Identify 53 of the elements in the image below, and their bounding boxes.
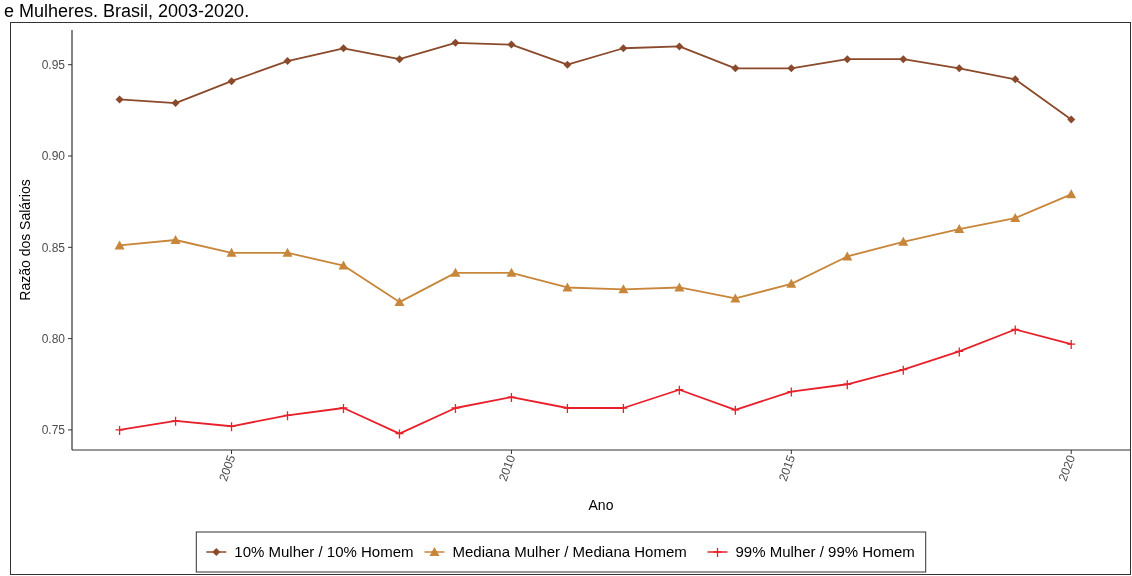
point [451, 38, 460, 47]
x-tick-label: 2005 [216, 452, 239, 484]
point [171, 99, 180, 108]
point [563, 60, 572, 69]
point [787, 64, 796, 73]
legend-label: 99% Mulher / 99% Homem [735, 543, 915, 561]
point [1066, 189, 1077, 199]
point [282, 247, 293, 257]
point [1010, 213, 1021, 223]
point [898, 236, 909, 246]
legend-label: Mediana Mulher / Mediana Homem [452, 543, 687, 561]
point [507, 40, 516, 49]
point [395, 55, 404, 64]
point [506, 392, 517, 403]
point [618, 284, 629, 294]
point [283, 57, 292, 66]
point [115, 95, 124, 104]
point [731, 64, 740, 73]
legend-label: 10% Mulher / 10% Homem [234, 543, 414, 561]
y-axis-title: Razão dos Salários [17, 179, 33, 301]
x-tick-label: 2010 [495, 452, 519, 484]
point [843, 55, 852, 64]
point [170, 235, 181, 244]
point [842, 251, 853, 261]
point [338, 403, 349, 414]
point [899, 55, 908, 64]
point [226, 247, 237, 257]
point [1066, 339, 1076, 350]
x-axis-title: Ano [588, 497, 614, 513]
point [562, 282, 573, 292]
point [450, 403, 461, 414]
y-tick-label: 0.80 [41, 331, 66, 346]
point [1011, 75, 1020, 84]
point [338, 260, 349, 270]
point [619, 44, 628, 53]
y-tick-label: 0.95 [41, 57, 66, 72]
x-tick-label: 2020 [1055, 452, 1079, 484]
point [675, 42, 684, 51]
y-tick-label: 0.90 [41, 149, 66, 164]
point [506, 267, 517, 277]
chart-title: e Mulheres. Brasil, 2003-2020. [4, 1, 250, 21]
point [114, 425, 125, 436]
point [955, 64, 964, 73]
point [339, 44, 348, 53]
point [1067, 115, 1076, 124]
point [394, 297, 405, 307]
x-tick-label: 2015 [775, 452, 799, 484]
y-tick-label: 0.85 [41, 240, 66, 255]
point [227, 77, 236, 86]
y-tick-label: 0.75 [41, 423, 66, 438]
point [954, 224, 965, 234]
point [786, 278, 797, 288]
point [450, 267, 461, 277]
